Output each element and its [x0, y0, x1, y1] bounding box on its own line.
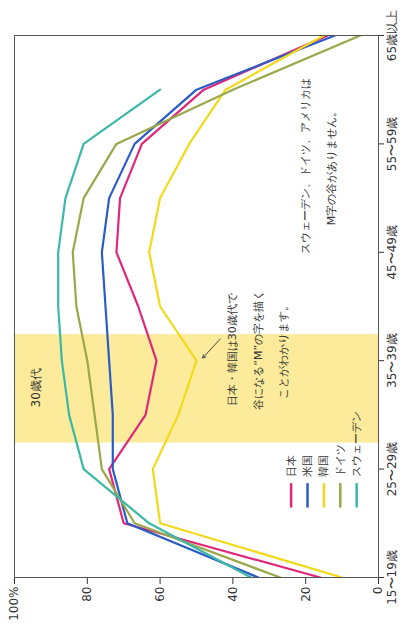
svg-text:谷になる“M”の字を描く: 谷になる“M”の字を描く	[252, 290, 265, 410]
svg-text:80: 80	[80, 587, 94, 602]
svg-text:60: 60	[153, 587, 167, 602]
svg-text:40: 40	[226, 587, 240, 602]
svg-text:ドイツ: ドイツ	[334, 444, 347, 477]
svg-text:日本・韓国は30歳代で: 日本・韓国は30歳代で	[226, 292, 239, 406]
svg-text:韓国: 韓国	[317, 455, 330, 477]
svg-text:65歳以上: 65歳以上	[385, 10, 399, 61]
svg-text:20: 20	[299, 587, 313, 602]
svg-text:30歳代: 30歳代	[29, 368, 43, 407]
svg-text:15〜19歳: 15〜19歳	[385, 550, 399, 605]
svg-text:35〜39歳: 35〜39歳	[385, 333, 399, 388]
svg-text:55〜59歳: 55〜59歳	[385, 117, 399, 172]
svg-text:25〜29歳: 25〜29歳	[385, 442, 399, 497]
svg-text:スウェーデン、ドイツ、アメリカは: スウェーデン、ドイツ、アメリカは	[299, 78, 312, 254]
svg-text:日本: 日本	[285, 455, 298, 477]
svg-text:0: 0	[371, 587, 385, 595]
svg-text:米国: 米国	[301, 455, 314, 477]
svg-text:ことがわかります。: ことがわかります。	[277, 300, 290, 399]
svg-text:M字の谷がありません。: M字の谷がありません。	[325, 106, 338, 226]
svg-text:スウェーデン: スウェーデン	[350, 411, 363, 477]
svg-text:100%: 100%	[7, 587, 21, 621]
svg-text:45〜49歳: 45〜49歳	[385, 225, 399, 280]
